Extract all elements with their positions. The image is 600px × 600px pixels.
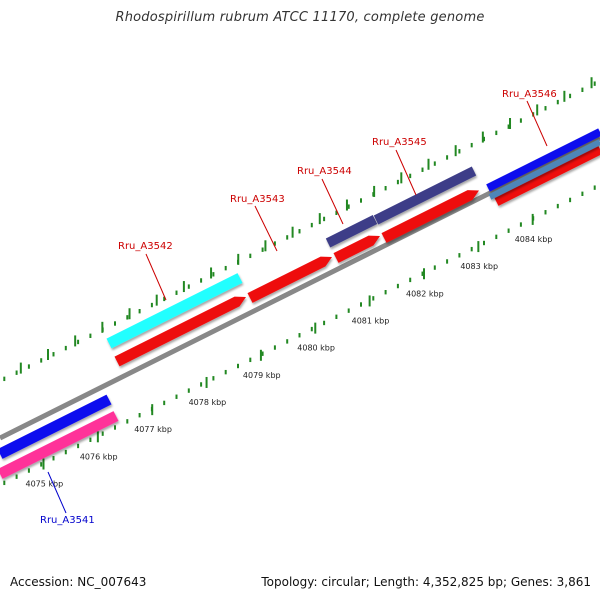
gene-leader-line-rru-a3541 <box>47 471 67 514</box>
genome-backbone <box>0 135 600 441</box>
navy-feature-strip-1 <box>325 215 378 248</box>
gene-leader-line-rru-a3546 <box>526 100 548 147</box>
scale-tick-label: 4078 kbp <box>189 398 227 407</box>
genome-summary-text: Topology: circular; Length: 4,352,825 bp… <box>261 575 591 589</box>
cds-arrow-rru-a3542 <box>114 296 246 367</box>
gene-label-rru-a3542: Rru_A3542 <box>118 241 173 252</box>
gene-label-rru-a3541: Rru_A3541 <box>40 515 95 526</box>
scale-tick-label: 4082 kbp <box>406 289 444 298</box>
scale-tick-label: 4084 kbp <box>515 235 553 244</box>
cds-arrow-rru-a3543 <box>247 256 332 303</box>
gene-label-rru-a3544: Rru_A3544 <box>297 166 352 177</box>
scale-tick-label: 4079 kbp <box>243 371 281 380</box>
gene-leader-line-rru-a3544 <box>321 178 344 225</box>
navy-feature-strip-2 <box>373 166 477 225</box>
cyan-feature-strip <box>106 273 243 349</box>
gene-label-rru-a3546: Rru_A3546 <box>502 89 557 100</box>
blue-feature-strip-upper <box>486 128 600 192</box>
gene-leader-line-rru-a3543 <box>254 205 278 252</box>
steel-feature-strip <box>488 139 600 200</box>
scale-tick-label: 4076 kbp <box>80 452 118 461</box>
upper-dotted-track <box>3 81 596 382</box>
blue-feature-strip-lower <box>0 394 112 459</box>
gene-leader-line-rru-a3545 <box>395 149 417 196</box>
gene-label-rru-a3543: Rru_A3543 <box>230 194 285 205</box>
scale-tick-label: 4077 kbp <box>134 425 172 434</box>
scale-tick-label: 4083 kbp <box>460 262 498 271</box>
lower-dotted-track <box>3 185 596 486</box>
accession-text: Accession: NC_007643 <box>10 575 147 589</box>
cds-arrow-rru-a3545 <box>381 190 479 243</box>
cds-arrow-rru-a3546 <box>493 144 600 206</box>
cds-arrow-rru-a3544 <box>333 235 380 263</box>
gene-label-rru-a3545: Rru_A3545 <box>372 137 427 148</box>
scale-tick-label: 4081 kbp <box>352 316 390 325</box>
scale-tick-label: 4075 kbp <box>26 480 64 489</box>
pink-feature-strip <box>0 411 119 479</box>
gene-leader-line-rru-a3542 <box>145 253 167 301</box>
genome-title: Rhodospirillum rubrum ATCC 11170, comple… <box>115 10 485 25</box>
scale-tick-label: 4080 kbp <box>297 344 335 353</box>
